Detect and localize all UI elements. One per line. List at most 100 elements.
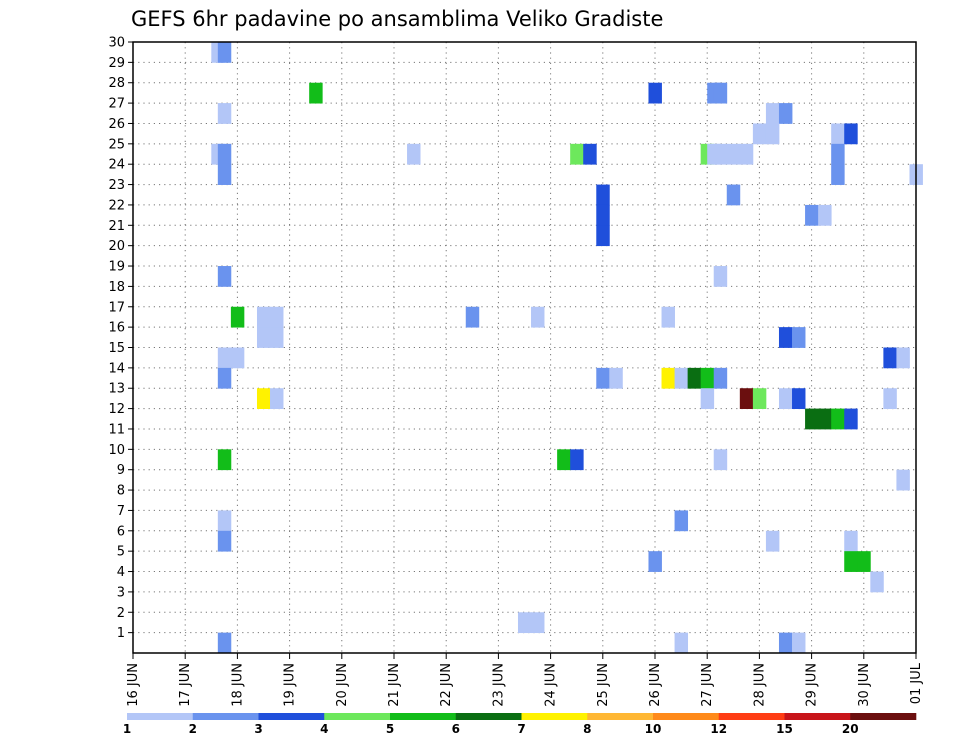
- precip-cell: [217, 164, 232, 185]
- colorbar-swatch: [521, 713, 588, 720]
- colorbar-label: 2: [189, 722, 197, 736]
- colorbar-label: 1: [123, 722, 131, 736]
- precip-cell: [713, 449, 728, 471]
- x-tick-label: 22 JUN: [439, 663, 454, 707]
- precip-cell: [831, 408, 845, 430]
- precip-cell: [217, 510, 232, 532]
- y-tick-label: 15: [108, 341, 125, 356]
- x-tick-label: 19 JUN: [283, 663, 298, 707]
- precip-cell: [217, 367, 232, 389]
- precip-cell: [270, 306, 284, 328]
- precip-cells: [211, 42, 923, 654]
- y-tick-label: 10: [108, 443, 125, 458]
- precip-cell: [596, 204, 610, 226]
- y-tick-label: 2: [117, 606, 125, 621]
- x-tick-label: 01 JUL: [909, 662, 924, 704]
- x-tick-label: 21 JUN: [387, 663, 402, 707]
- y-tick-label: 26: [108, 117, 125, 132]
- precip-cell: [805, 204, 819, 226]
- y-tick-label: 17: [108, 300, 125, 315]
- precip-cell: [831, 143, 845, 165]
- precip-cell: [844, 408, 858, 430]
- colorbar-label: 20: [842, 722, 859, 736]
- precip-cell: [792, 388, 806, 409]
- y-tick-label: 29: [108, 56, 125, 71]
- precip-cell: [896, 469, 910, 491]
- x-tick-label: 25 JUN: [596, 663, 611, 707]
- x-tick-label: 17 JUN: [178, 663, 193, 707]
- precip-cell: [713, 266, 728, 287]
- precip-cell: [256, 388, 271, 409]
- y-tick-label: 16: [108, 321, 125, 336]
- y-tick-label: 18: [108, 280, 125, 295]
- precip-cell: [648, 82, 662, 104]
- precip-cell: [217, 143, 232, 165]
- precip-cell: [857, 551, 871, 572]
- precip-cell: [883, 347, 897, 369]
- colorbar-label: 7: [517, 722, 525, 736]
- precip-cell: [609, 367, 623, 389]
- precip-cell: [765, 530, 780, 552]
- precip-cell: [217, 103, 232, 124]
- colorbar-swatch: [587, 713, 654, 720]
- colorbar-swatch: [455, 713, 522, 720]
- precip-cell: [270, 327, 284, 348]
- y-tick-label: 6: [117, 524, 125, 539]
- precip-cell: [805, 408, 819, 430]
- y-tick-label: 13: [108, 382, 125, 397]
- colorbar-label: 15: [776, 722, 793, 736]
- x-tick-label: 26 JUN: [648, 663, 663, 707]
- precip-cell: [217, 266, 232, 287]
- x-tick-label: 28 JUN: [752, 663, 767, 707]
- precip-cell: [570, 143, 584, 165]
- colorbar-label: 8: [583, 722, 591, 736]
- precip-cell: [596, 367, 610, 389]
- precip-cell: [557, 449, 571, 471]
- precip-cell: [674, 510, 689, 532]
- chart-title: GEFS 6hr padavine po ansamblima Veliko G…: [131, 7, 663, 31]
- precip-cell: [870, 571, 884, 593]
- y-tick-label: 8: [117, 484, 125, 499]
- y-tick-label: 23: [108, 178, 125, 193]
- x-tick-label: 24 JUN: [544, 663, 559, 707]
- precip-cell: [765, 123, 780, 145]
- precip-cell: [831, 164, 845, 185]
- colorbar-label: 5: [386, 722, 394, 736]
- colorbar-label: 10: [645, 722, 662, 736]
- precip-cell: [713, 143, 728, 165]
- precip-cell: [674, 367, 689, 389]
- y-tick-label: 22: [108, 198, 125, 213]
- colorbar-swatch: [784, 713, 851, 720]
- colorbar-swatch: [324, 713, 391, 720]
- precip-cell: [230, 347, 245, 369]
- precip-cell: [531, 612, 545, 634]
- y-tick-label: 12: [108, 402, 125, 417]
- y-tick-label: 4: [117, 565, 125, 580]
- colorbar-label: 12: [710, 722, 727, 736]
- precip-cell: [531, 306, 545, 328]
- precip-cell: [256, 306, 271, 328]
- colorbar-swatch: [390, 713, 457, 720]
- x-tick-label: 18 JUN: [230, 663, 245, 707]
- precip-cell: [818, 408, 832, 430]
- precip-cell: [465, 306, 480, 328]
- y-tick-label: 14: [108, 361, 125, 376]
- x-tick-label: 20 JUN: [335, 663, 350, 707]
- precip-cell: [765, 103, 780, 124]
- precip-cell: [309, 82, 323, 104]
- y-tick-label: 11: [108, 422, 125, 437]
- precip-cell: [217, 449, 232, 471]
- x-tick-label: 29 JUN: [805, 663, 820, 707]
- precip-cell: [752, 388, 767, 409]
- precip-cell: [583, 143, 597, 165]
- precip-cell: [687, 367, 702, 389]
- y-tick-label: 5: [117, 545, 125, 560]
- y-tick-label: 30: [108, 36, 125, 51]
- precip-cell: [792, 327, 806, 348]
- precip-cell: [230, 306, 245, 328]
- precip-cell: [792, 632, 806, 654]
- precip-cell: [778, 327, 793, 348]
- y-tick-label: 28: [108, 76, 125, 91]
- precip-cell: [844, 551, 858, 572]
